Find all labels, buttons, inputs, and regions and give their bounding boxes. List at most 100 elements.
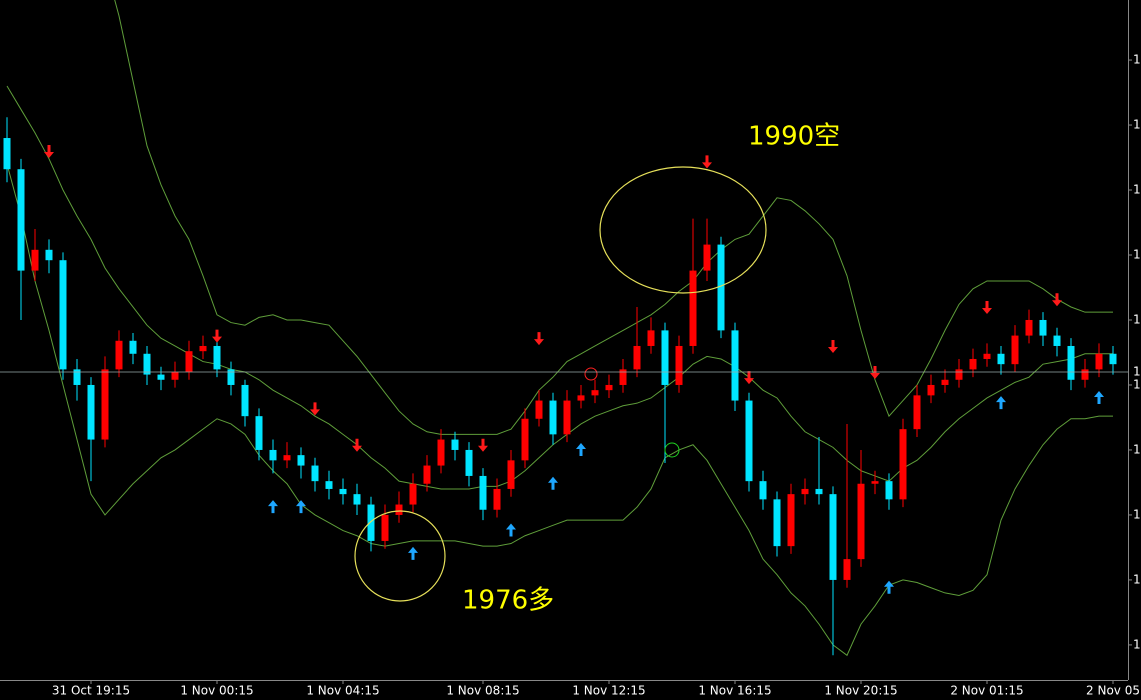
candle-body <box>717 244 725 331</box>
candle-body <box>437 439 445 466</box>
candle-body <box>941 379 949 385</box>
buy-arrow <box>296 500 306 514</box>
x-tick-label: 31 Oct 19:15 <box>52 684 130 698</box>
candles <box>3 117 1117 656</box>
signals <box>44 145 1104 594</box>
buy-arrow <box>1094 390 1104 404</box>
candle-body <box>31 249 39 271</box>
sell-arrow <box>534 332 544 346</box>
x-tick-label: 1 Nov 04:15 <box>306 684 379 698</box>
candle-body <box>843 559 851 580</box>
sell-marker <box>584 367 598 381</box>
candle-body <box>227 369 235 385</box>
sell-arrow <box>1052 293 1062 307</box>
candle-body <box>801 488 809 495</box>
sell-arrow <box>352 438 362 452</box>
candle-body <box>1081 369 1089 380</box>
candle-body <box>465 449 473 476</box>
candle-body <box>199 345 207 352</box>
candle-body <box>17 169 25 271</box>
candle-body <box>759 481 767 500</box>
candle-body <box>563 400 571 435</box>
sell-arrow <box>212 329 222 343</box>
x-tick-label: 1 Nov 20:15 <box>824 684 897 698</box>
buy-arrow <box>506 523 516 537</box>
y-tick-label: 1 <box>1133 183 1141 197</box>
x-tick-label: 2 Nov 01:15 <box>950 684 1023 698</box>
buy-arrow <box>408 546 418 560</box>
candle-body <box>675 345 683 385</box>
sell-arrow <box>44 145 54 159</box>
candle-body <box>381 514 389 541</box>
buy-arrow <box>576 442 586 456</box>
sell-arrow <box>744 371 754 385</box>
band-lower <box>6 163 1113 657</box>
buy-arrow <box>548 476 558 490</box>
y-tick-label: 1 <box>1133 53 1141 67</box>
candle-body <box>829 494 837 580</box>
sell-arrow <box>982 300 992 314</box>
candle-body <box>913 395 921 430</box>
candle-body <box>871 481 879 484</box>
candle-body <box>311 465 319 482</box>
candle-body <box>269 449 277 461</box>
candle-body <box>857 483 865 560</box>
candle-body <box>451 439 459 450</box>
buy-marker <box>664 442 680 458</box>
candle-body <box>325 481 333 489</box>
candle-body <box>507 460 515 489</box>
candle-body <box>577 395 585 401</box>
x-tick-label: 1 Nov 16:15 <box>698 684 771 698</box>
y-tick-label: 1 <box>1133 637 1141 651</box>
candle-body <box>297 455 305 466</box>
highlight-circle <box>599 166 767 294</box>
candle-body <box>493 488 501 510</box>
candle-body <box>171 371 179 380</box>
x-tick-label: 1 Nov 12:15 <box>572 684 645 698</box>
sell-arrow <box>702 155 712 169</box>
x-tick-label: 1 Nov 08:15 <box>446 684 519 698</box>
candle-body <box>1025 319 1033 336</box>
y-tick-label: 1 <box>1133 118 1141 132</box>
candle-body <box>983 353 991 359</box>
price-line-label: 1 <box>1133 364 1141 378</box>
buy-arrow <box>996 396 1006 410</box>
y-tick-label: 1 <box>1133 248 1141 262</box>
candle-body <box>129 340 137 354</box>
candle-body <box>591 390 599 396</box>
candle-body <box>773 499 781 547</box>
candle-body <box>423 465 431 484</box>
y-tick-label: 1 <box>1133 507 1141 521</box>
candle-body <box>899 429 907 500</box>
candle-body <box>521 418 529 461</box>
x-tick-label: 1 Nov 00:15 <box>180 684 253 698</box>
candle-body <box>409 483 417 505</box>
candle-body <box>619 369 627 385</box>
candle-body <box>633 345 641 370</box>
sell-arrow <box>310 402 320 416</box>
candle-body <box>647 330 655 346</box>
y-tick-label: 1 <box>1133 442 1141 456</box>
candle-body <box>689 270 697 346</box>
candle-body <box>143 353 151 375</box>
candle-body <box>815 488 823 495</box>
candle-body <box>605 384 613 391</box>
y-tick-label: 1 <box>1133 377 1141 391</box>
candle-body <box>45 249 53 261</box>
candle-body <box>3 138 11 170</box>
highlight-circle <box>354 510 446 602</box>
candle-body <box>997 353 1005 365</box>
candle-body <box>731 330 739 401</box>
candle-body <box>479 475 487 510</box>
annotation: 1976多 <box>462 586 554 616</box>
buy-arrow <box>268 500 278 514</box>
annotation: 1990空 <box>748 122 840 152</box>
candle-body <box>787 494 795 547</box>
sell-arrow <box>828 339 838 353</box>
candle-body <box>885 481 893 500</box>
candle-body <box>157 374 165 380</box>
candle-body <box>339 488 347 495</box>
